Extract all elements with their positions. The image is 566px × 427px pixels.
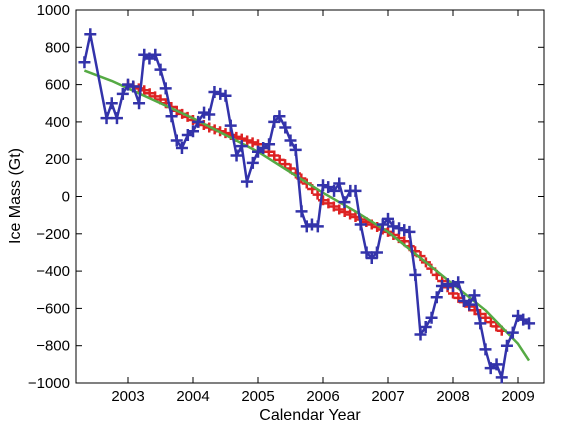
data-point xyxy=(192,115,205,128)
y-tick-label: 600 xyxy=(45,77,70,94)
data-point xyxy=(334,204,345,215)
series-2 xyxy=(83,69,531,362)
series-0 xyxy=(78,28,536,384)
data-point xyxy=(452,276,465,289)
data-point xyxy=(339,207,350,218)
data-point xyxy=(242,135,253,146)
data-point xyxy=(328,184,341,197)
x-tick-label: 2004 xyxy=(176,388,209,405)
data-point xyxy=(345,209,356,220)
y-axis-title: Ice Mass (Gt) xyxy=(7,148,24,244)
data-point xyxy=(149,48,162,61)
data-point xyxy=(127,80,140,93)
data-point xyxy=(247,137,258,148)
x-tick-label: 2009 xyxy=(501,388,534,405)
data-point xyxy=(323,198,334,209)
x-axis-title: Calendar Year xyxy=(259,407,361,424)
data-point xyxy=(187,125,199,138)
data-point xyxy=(480,312,491,323)
data-point xyxy=(165,110,178,123)
plot-area xyxy=(75,9,545,384)
x-tick-label: 2007 xyxy=(371,388,404,405)
data-point xyxy=(430,291,443,304)
data-point xyxy=(154,63,167,76)
data-point xyxy=(474,317,487,330)
data-point xyxy=(159,82,172,95)
data-point xyxy=(305,218,318,231)
data-point xyxy=(523,317,536,330)
data-point xyxy=(274,154,285,165)
data-point xyxy=(295,205,308,218)
x-tick-label: 2005 xyxy=(241,388,274,405)
data-point xyxy=(419,321,432,334)
data-point xyxy=(338,196,351,209)
y-tick-label: −200 xyxy=(36,226,70,243)
data-point xyxy=(490,358,503,371)
y-tick-label: −800 xyxy=(36,338,70,355)
data-point xyxy=(133,83,144,94)
data-point xyxy=(175,142,188,155)
data-point xyxy=(354,218,367,231)
data-point xyxy=(468,289,481,302)
data-point xyxy=(273,110,286,123)
data-point xyxy=(246,156,259,169)
data-point xyxy=(230,149,243,162)
data-point xyxy=(479,343,492,356)
y-tick-label: 400 xyxy=(45,114,70,131)
data-point xyxy=(110,112,123,125)
y-tick-label: 1000 xyxy=(37,2,70,19)
y-axis: −1000 −800 −600 −400 −200 0 200 400 600 800 1000 xyxy=(28,2,544,392)
data-point xyxy=(435,280,448,293)
y-tick-label: −400 xyxy=(36,263,70,280)
data-point xyxy=(116,87,129,100)
data-point xyxy=(289,143,302,156)
data-point xyxy=(263,138,276,151)
data-point xyxy=(382,212,394,225)
data-point xyxy=(495,371,508,384)
data-point xyxy=(133,97,146,110)
data-point xyxy=(425,311,438,324)
data-point xyxy=(311,220,324,233)
series-layer xyxy=(78,28,536,384)
y-tick-label: 0 xyxy=(62,189,70,206)
x-tick-label: 2008 xyxy=(436,388,469,405)
data-point xyxy=(100,112,113,125)
y-tick-label: −1000 xyxy=(28,375,70,392)
data-point xyxy=(506,326,519,339)
data-point xyxy=(105,97,118,110)
data-point xyxy=(409,268,422,281)
data-point xyxy=(224,119,237,132)
data-point xyxy=(78,56,91,69)
x-tick-label: 2003 xyxy=(111,388,144,405)
data-point xyxy=(240,175,253,188)
y-tick-label: 200 xyxy=(45,151,70,168)
series-line xyxy=(83,69,531,362)
data-point xyxy=(235,140,248,153)
data-point xyxy=(208,86,221,99)
data-point xyxy=(387,220,400,233)
data-point xyxy=(318,195,328,206)
data-point xyxy=(414,328,427,341)
data-point xyxy=(203,108,216,121)
data-point xyxy=(403,225,416,238)
data-point xyxy=(284,134,297,147)
data-point xyxy=(485,317,496,328)
y-tick-label: 800 xyxy=(45,39,70,56)
data-point xyxy=(269,150,280,161)
x-axis: 2003 2004 2005 2006 2007 2008 2009 xyxy=(111,10,535,405)
data-point xyxy=(279,121,292,134)
data-point xyxy=(144,88,155,99)
x-tick-label: 2006 xyxy=(306,388,339,405)
data-point xyxy=(170,134,183,147)
data-point xyxy=(219,89,232,102)
data-point xyxy=(333,177,346,190)
y-tick-label: −600 xyxy=(36,300,70,317)
data-point xyxy=(349,184,362,197)
data-point xyxy=(328,201,339,212)
data-point xyxy=(84,28,97,41)
data-point xyxy=(370,246,383,259)
data-point xyxy=(500,339,513,352)
data-point xyxy=(463,298,476,311)
